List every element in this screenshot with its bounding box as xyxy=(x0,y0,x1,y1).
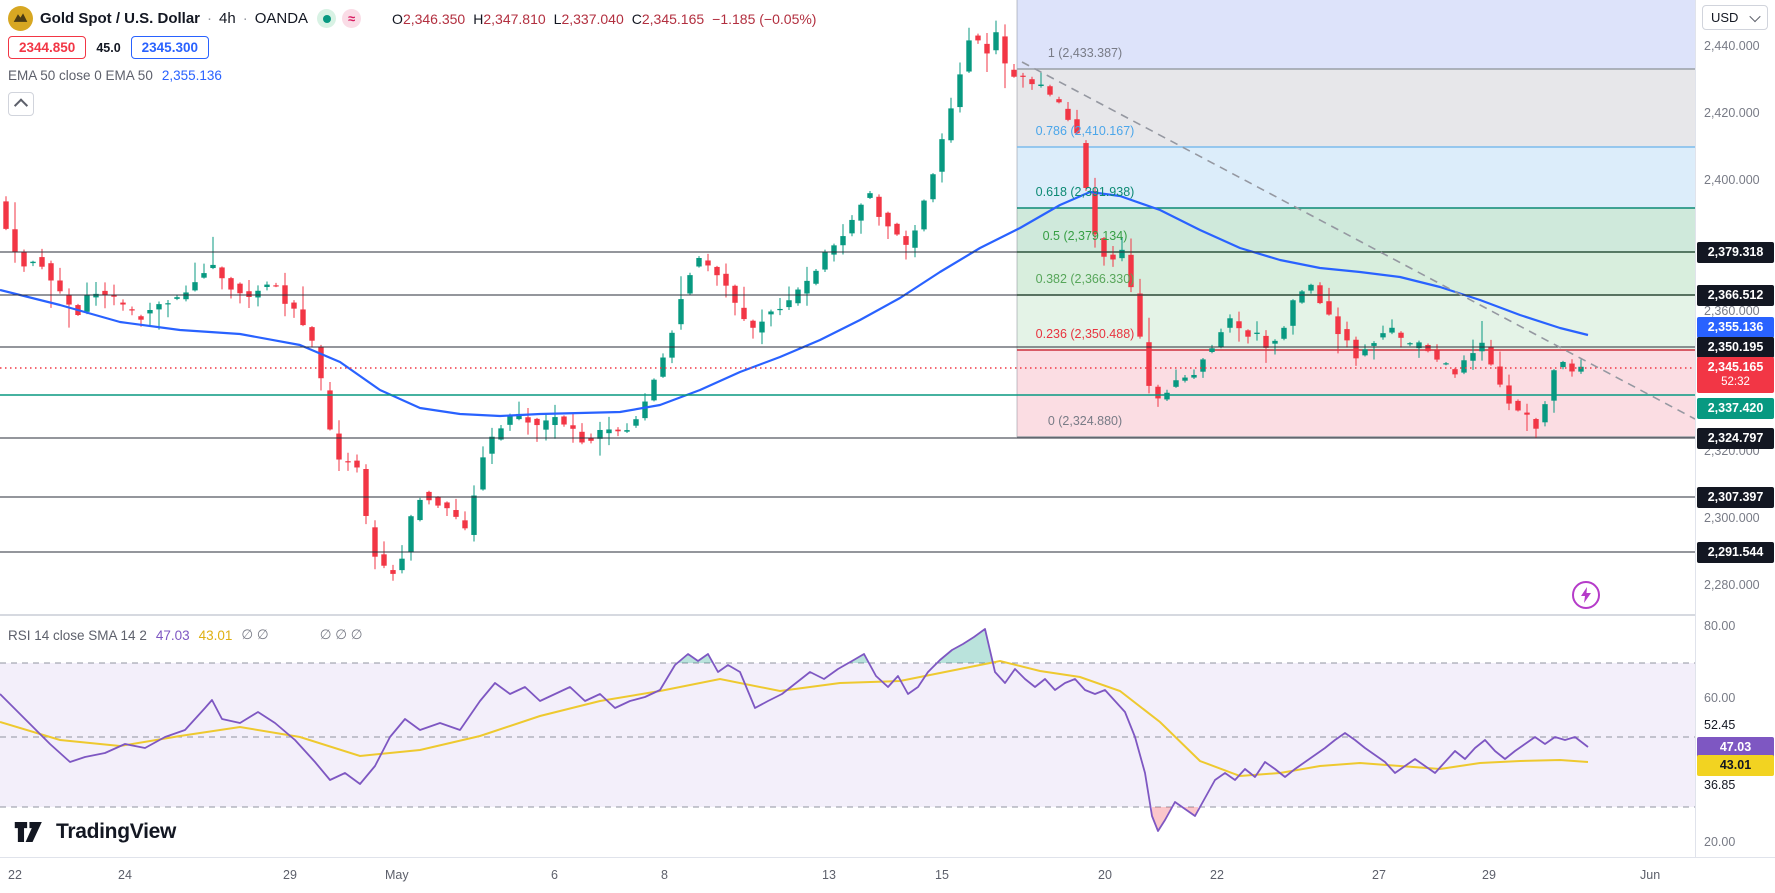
time-axis-label: 8 xyxy=(661,868,668,882)
trade-buttons-row: 2344.850 45.0 2345.300 xyxy=(8,36,209,59)
price-axis-tick: 2,420.000 xyxy=(1704,106,1760,120)
ema-indicator-row[interactable]: EMA 50 close 0 EMA 50 2,355.136 xyxy=(8,68,222,83)
ohlc-readout: O2,346.350 H2,347.810 L2,337.040 C2,345.… xyxy=(392,10,817,27)
price-axis-badge: 2,366.512 xyxy=(1697,285,1774,306)
rsi-line xyxy=(0,628,1589,832)
price-axis-badge: 47.03 xyxy=(1697,737,1774,758)
time-axis[interactable]: 22 24 29 May 6 8 13 15 20 22 27 29 Jun xyxy=(0,857,1775,893)
price-axis-tick: 2,280.000 xyxy=(1704,578,1760,592)
rsi-axis-tick: 60.00 xyxy=(1704,691,1736,705)
gold-coin-icon xyxy=(8,6,33,31)
close-value: 2,345.165 xyxy=(641,10,705,27)
candlestick-series xyxy=(3,20,1584,581)
spread-value: 45.0 xyxy=(96,40,121,55)
price-pane[interactable]: 1 (2,433.387) 0.786 (2,410.167) 0.618 (2,3… xyxy=(0,0,1695,615)
ema-indicator-label[interactable]: EMA 50 close 0 EMA 50 xyxy=(8,68,153,83)
price-axis-tick: 2,400.000 xyxy=(1704,173,1760,187)
rsi-axis-tick: 36.85 xyxy=(1704,778,1736,792)
price-axis-badge: 2,355.136 xyxy=(1697,317,1774,338)
buy-button[interactable]: 2345.300 xyxy=(130,36,209,59)
price-axis-badge: 2,337.420 xyxy=(1697,398,1774,419)
open-value: 2,346.350 xyxy=(402,10,466,27)
rsi-axis-tick: 20.00 xyxy=(1704,835,1736,849)
rsi-chart-canvas xyxy=(0,628,1695,832)
time-axis-label: 15 xyxy=(935,868,949,882)
price-axis-tick: 2,440.000 xyxy=(1704,39,1760,53)
rsi-band-fill xyxy=(0,663,1695,807)
price-axis-badge: 2,345.165 52:32 xyxy=(1697,357,1774,393)
market-open-icon[interactable] xyxy=(317,9,337,28)
time-axis-label: 29 xyxy=(1482,868,1496,882)
price-chart-canvas xyxy=(0,0,1695,581)
title-separator: · xyxy=(242,10,248,27)
collapse-legend-button[interactable] xyxy=(8,92,34,116)
countdown-timer: 52:32 xyxy=(1721,376,1750,388)
price-axis[interactable]: USD 2,440.000 2,420.000 2,400.000 2,360.000… xyxy=(1695,0,1775,857)
time-axis-label: 22 xyxy=(1210,868,1224,882)
fib-bands xyxy=(1016,0,1695,438)
price-axis-tick: 2,360.000 xyxy=(1704,304,1760,318)
time-axis-label: 27 xyxy=(1372,868,1386,882)
time-axis-label: May xyxy=(385,868,409,882)
low-value: 2,337.040 xyxy=(561,10,624,27)
symbol-title[interactable]: Gold Spot / U.S. Dollar xyxy=(40,10,201,27)
chevron-down-icon xyxy=(1749,10,1761,22)
price-axis-badge: 2,350.195 xyxy=(1697,337,1774,358)
time-axis-label: 29 xyxy=(283,868,297,882)
time-axis-label: 24 xyxy=(118,868,132,882)
rsi-value: 47.03 xyxy=(155,627,190,643)
price-axis-badge: 2,307.397 xyxy=(1697,487,1774,508)
price-axis-badge: 2,324.797 xyxy=(1697,428,1774,449)
tradingview-logo[interactable]: TradingView xyxy=(14,820,176,844)
time-axis-label: 13 xyxy=(822,868,836,882)
trendline-dashed xyxy=(1021,61,1695,420)
rsi-axis-tick: 80.00 xyxy=(1704,619,1736,633)
time-axis-label: Jun xyxy=(1640,868,1661,882)
rsi-legend: RSI 14 close SMA 14 2 47.03 43.01 ∅ ∅ ∅ … xyxy=(8,627,362,643)
lightning-trade-button[interactable] xyxy=(1572,581,1600,609)
time-axis-label: 22 xyxy=(8,868,22,882)
tradingview-logo-text: TradingView xyxy=(56,820,177,843)
rsi-null-values: ∅ ∅ ∅ xyxy=(319,627,363,642)
title-separator: · xyxy=(207,10,213,27)
tradingview-glyph-icon xyxy=(14,821,42,843)
time-axis-label: 6 xyxy=(551,868,558,882)
rsi-sma-value: 43.01 xyxy=(198,627,233,643)
chart-legend: Gold Spot / U.S. Dollar · 4h · OANDA ≈ O… xyxy=(8,6,816,116)
change-value: −1.185 (−0.05%) xyxy=(712,10,817,27)
currency-label: USD xyxy=(1711,10,1739,25)
currency-dropdown[interactable]: USD xyxy=(1702,5,1768,30)
sell-button[interactable]: 2344.850 xyxy=(8,36,87,59)
rsi-axis-tick: 52.45 xyxy=(1704,718,1736,732)
chevron-up-icon xyxy=(13,98,29,113)
price-axis-badge: 2,291.544 xyxy=(1697,542,1774,563)
delayed-data-icon[interactable]: ≈ xyxy=(342,9,362,28)
rsi-pane[interactable]: RSI 14 close SMA 14 2 47.03 43.01 ∅ ∅ ∅ … xyxy=(0,616,1695,857)
symbol-row[interactable]: Gold Spot / U.S. Dollar · 4h · OANDA ≈ O… xyxy=(8,6,816,31)
horizontal-price-lines xyxy=(0,251,1695,553)
lightning-icon xyxy=(1581,587,1591,603)
ema-line xyxy=(0,190,1589,418)
time-axis-label: 20 xyxy=(1098,868,1112,882)
high-value: 2,347.810 xyxy=(483,10,546,27)
price-axis-tick: 2,300.000 xyxy=(1704,511,1760,525)
price-axis-badge: 43.01 xyxy=(1697,755,1774,776)
price-axis-badge: 2,379.318 xyxy=(1697,242,1774,263)
pane-separator[interactable] xyxy=(0,614,1775,616)
rsi-indicator-label[interactable]: RSI 14 close SMA 14 2 xyxy=(8,627,147,643)
interval-label[interactable]: 4h xyxy=(219,10,236,27)
ema-indicator-value: 2,355.136 xyxy=(161,68,222,83)
exchange-label: OANDA xyxy=(254,10,309,27)
rsi-null-values: ∅ ∅ xyxy=(241,627,269,642)
